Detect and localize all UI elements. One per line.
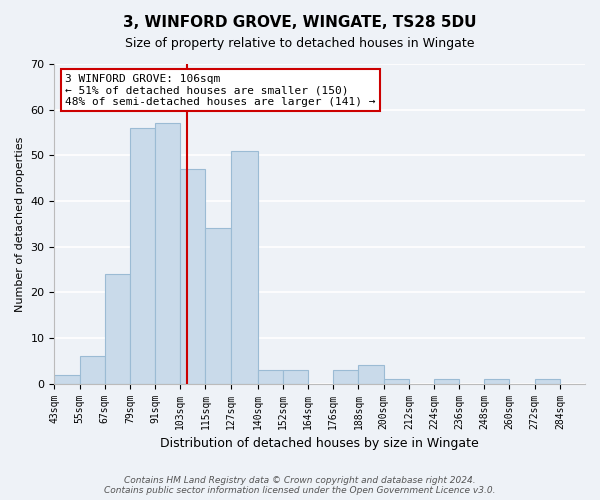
X-axis label: Distribution of detached houses by size in Wingate: Distribution of detached houses by size … [160,437,479,450]
Bar [484,379,509,384]
Bar [80,356,105,384]
Text: Size of property relative to detached houses in Wingate: Size of property relative to detached ho… [125,38,475,51]
Bar [535,379,560,384]
Bar [105,274,130,384]
Bar [230,151,258,384]
Bar [334,370,358,384]
Text: 3, WINFORD GROVE, WINGATE, TS28 5DU: 3, WINFORD GROVE, WINGATE, TS28 5DU [123,15,477,30]
Text: 3 WINFORD GROVE: 106sqm
← 51% of detached houses are smaller (150)
48% of semi-d: 3 WINFORD GROVE: 106sqm ← 51% of detache… [65,74,376,107]
Text: Contains HM Land Registry data © Crown copyright and database right 2024.
Contai: Contains HM Land Registry data © Crown c… [104,476,496,495]
Bar [258,370,283,384]
Bar [205,228,230,384]
Bar [155,124,180,384]
Bar [130,128,155,384]
Bar [434,379,459,384]
Bar [383,379,409,384]
Bar [358,366,383,384]
Bar [283,370,308,384]
Bar [180,169,205,384]
Y-axis label: Number of detached properties: Number of detached properties [15,136,25,312]
Bar [55,374,80,384]
